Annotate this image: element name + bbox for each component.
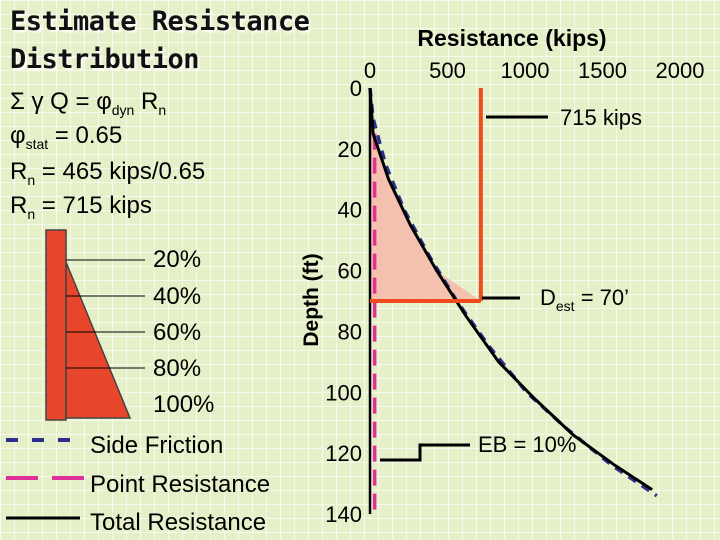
y-tick-label-3: 60 <box>338 259 362 284</box>
resistance-distribution-triangle <box>65 261 132 419</box>
y-tick-label-4: 80 <box>338 319 362 344</box>
slide-title-line1: Estimate Resistance <box>10 6 310 37</box>
equation-rn-result: Rn = 715 kips <box>10 192 152 222</box>
legend-label-total-resistance: Total Resistance <box>90 509 267 536</box>
chart-title: Resistance (kips) <box>417 25 606 51</box>
percent-label-60: 60% <box>153 319 202 346</box>
equation-phi-stat: φstat = 0.65 <box>10 122 123 152</box>
slide-title-line2: Distribution <box>10 44 200 75</box>
y-tick-label-5: 100 <box>325 380 362 405</box>
y-tick-label-1: 20 <box>338 137 362 162</box>
x-tick-label-1: 500 <box>429 58 466 83</box>
y-axis-label: Depth (ft) <box>300 253 323 346</box>
percent-label-20: 20% <box>153 246 202 273</box>
percent-label-80: 80% <box>153 355 202 382</box>
shaded-resistance-area <box>370 88 481 301</box>
x-tick-label-2: 1000 <box>501 58 550 83</box>
y-tick-label-6: 120 <box>325 441 362 466</box>
annotation-eb: EB = 10% <box>478 432 576 457</box>
equation-lrfd: Σ γ Q = φdyn Rn <box>10 88 167 118</box>
percent-label-40: 40% <box>153 283 202 310</box>
legend-swatches <box>6 438 84 520</box>
x-tick-label-4: 2000 <box>656 58 705 83</box>
pile-diagram <box>45 229 145 421</box>
x-tick-label-3: 1500 <box>578 58 627 83</box>
legend-label-side-friction: Side Friction <box>90 432 224 459</box>
arrow-eb <box>380 443 470 462</box>
y-tick-label-0: 0 <box>350 76 362 101</box>
legend-label-point-resistance: Point Resistance <box>90 471 271 498</box>
x-tick-label-0: 0 <box>364 58 376 83</box>
equation-rn-calc: Rn = 465 kips/0.65 <box>10 158 206 188</box>
y-tick-label-2: 40 <box>338 198 362 223</box>
annotation-dest: Dest = 70’ <box>540 285 629 314</box>
annotation-715-kips: 715 kips <box>560 105 642 130</box>
y-tick-label-7: 140 <box>325 502 362 527</box>
series-line-total-resistance <box>368 87 653 491</box>
percent-label-100: 100% <box>153 391 215 418</box>
